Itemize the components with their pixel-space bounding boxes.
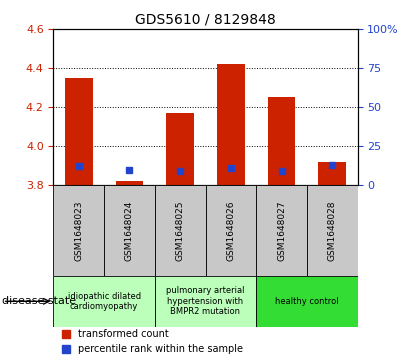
Bar (217, 64, 245, 185)
Bar (53, 185, 104, 276)
Text: GSM1648027: GSM1648027 (277, 200, 286, 261)
Text: GSM1648026: GSM1648026 (226, 200, 236, 261)
Text: idiopathic dilated
cardiomyopathy: idiopathic dilated cardiomyopathy (67, 291, 141, 311)
Bar (166, 113, 194, 185)
Bar (256, 185, 307, 276)
Bar (155, 185, 206, 276)
Bar (256, 276, 358, 327)
Bar (206, 185, 256, 276)
Bar (268, 97, 296, 185)
Text: pulmonary arterial
hypertension with
BMPR2 mutation: pulmonary arterial hypertension with BMP… (166, 286, 245, 316)
Bar (104, 185, 155, 276)
Text: GSM1648024: GSM1648024 (125, 200, 134, 261)
Legend: transformed count, percentile rank within the sample: transformed count, percentile rank withi… (58, 326, 247, 358)
Bar (115, 181, 143, 185)
Text: disease state: disease state (2, 296, 76, 306)
Text: GSM1648023: GSM1648023 (74, 200, 83, 261)
Text: healthy control: healthy control (275, 297, 339, 306)
Bar (53, 276, 155, 327)
Text: GSM1648028: GSM1648028 (328, 200, 337, 261)
Bar (307, 185, 358, 276)
Bar (318, 162, 346, 185)
Text: GSM1648025: GSM1648025 (175, 200, 185, 261)
Bar (155, 276, 256, 327)
Bar (65, 78, 93, 185)
Title: GDS5610 / 8129848: GDS5610 / 8129848 (135, 12, 276, 26)
